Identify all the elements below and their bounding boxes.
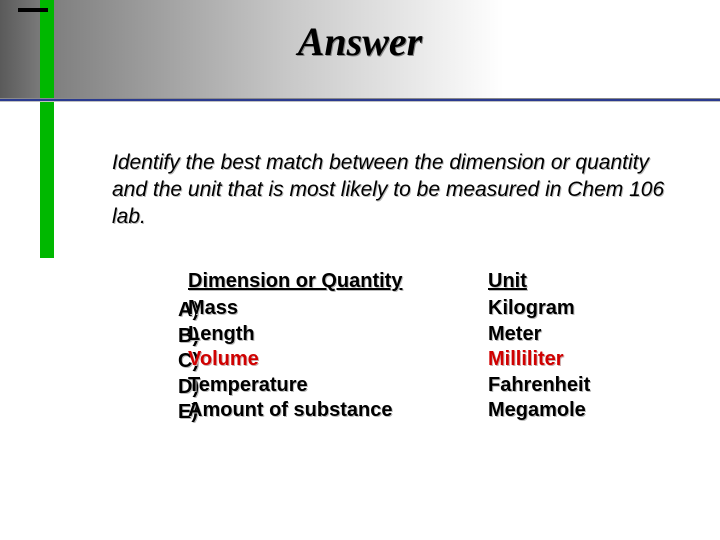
unit-value: Megamole <box>488 398 658 424</box>
col-dimension: Dimension or Quantity Mass Length Volume… <box>188 270 488 424</box>
unit-value: Kilogram <box>488 296 658 322</box>
options-table: A) B) C) D) E) Dimension or Quantity Mas… <box>112 270 682 426</box>
option-letter: C) <box>178 349 188 375</box>
dimension-value: Temperature <box>188 373 488 399</box>
corner-mark <box>18 8 48 12</box>
title-divider <box>0 98 720 104</box>
dimension-value: Mass <box>188 296 488 322</box>
slide-title: Answer <box>0 18 720 65</box>
unit-value-correct: Milliliter <box>488 347 658 373</box>
dimension-header: Dimension or Quantity <box>188 270 488 293</box>
unit-value: Meter <box>488 322 658 348</box>
unit-value: Fahrenheit <box>488 373 658 399</box>
option-letter: D) <box>178 375 188 401</box>
unit-header: Unit <box>488 270 658 293</box>
option-letter: A) <box>178 298 188 324</box>
col-unit: Unit Kilogram Meter Milliliter Fahrenhei… <box>488 270 658 424</box>
col-letters: A) B) C) D) E) <box>112 270 188 426</box>
dimension-value: Amount of substance <box>188 398 488 424</box>
dimension-value: Length <box>188 322 488 348</box>
option-letter: B) <box>178 324 188 350</box>
option-letter: E) <box>178 400 188 426</box>
question-text: Identify the best match between the dime… <box>112 150 672 231</box>
dimension-value-correct: Volume <box>188 347 488 373</box>
